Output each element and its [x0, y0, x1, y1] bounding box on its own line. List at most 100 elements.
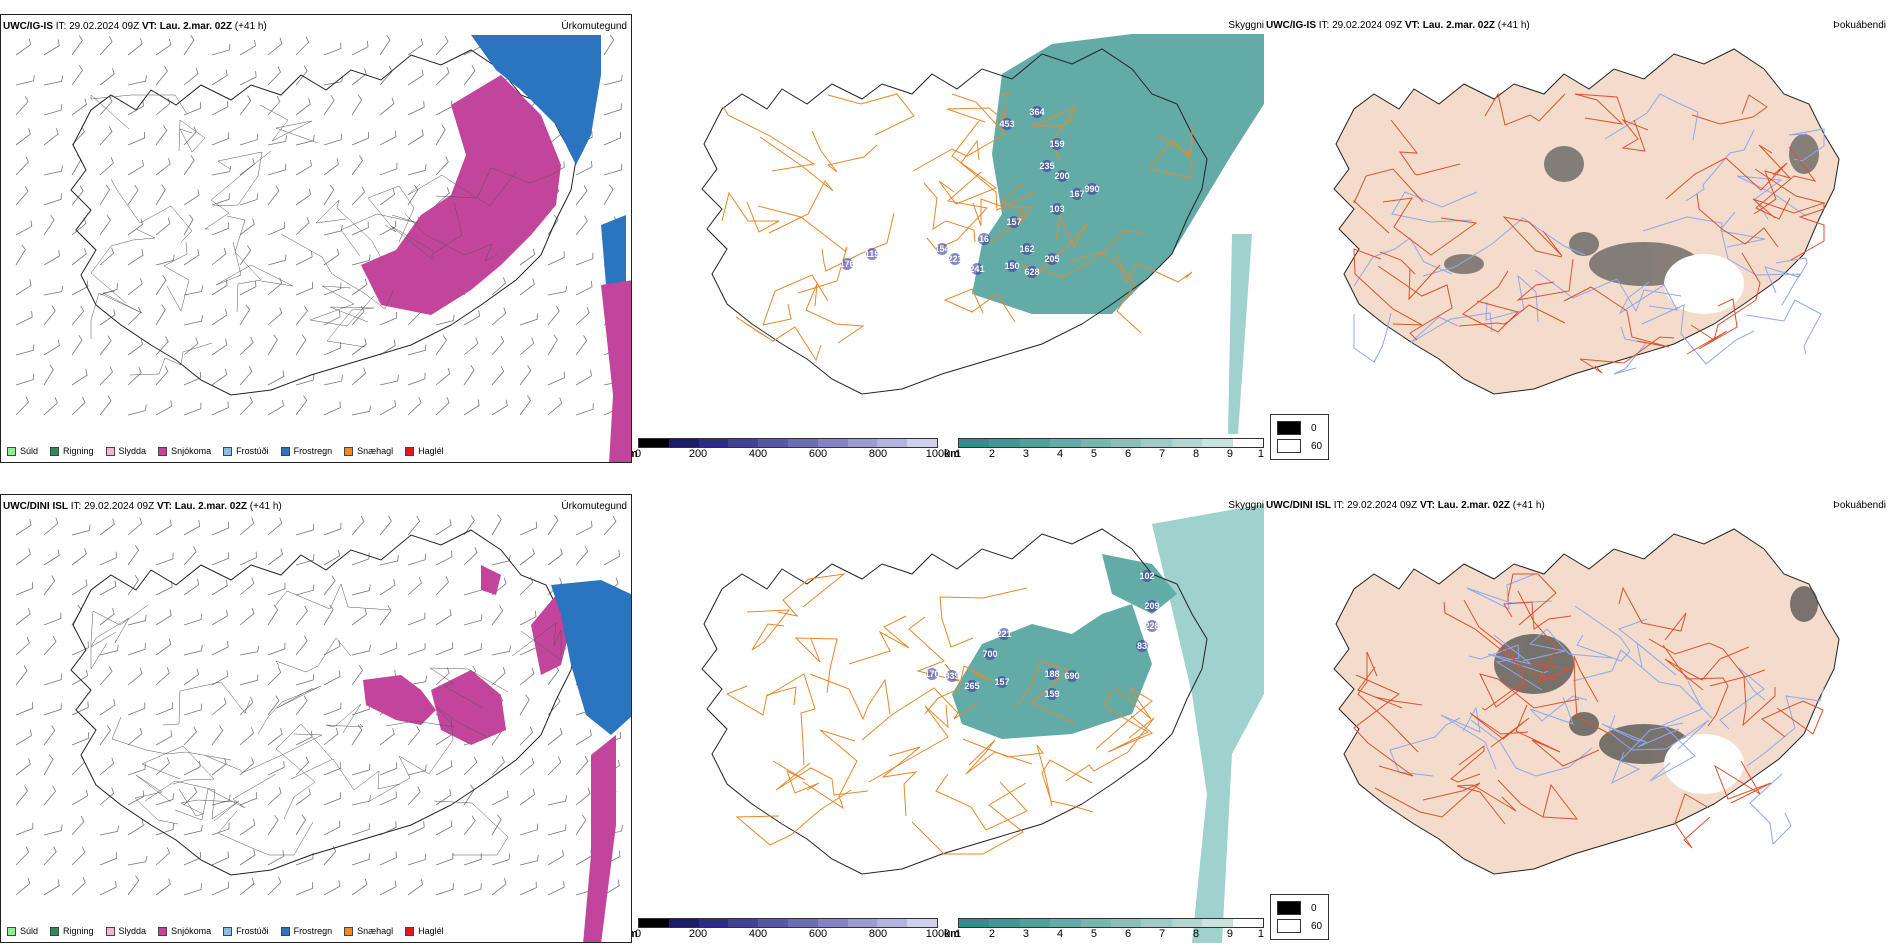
- network-line: [1390, 119, 1461, 176]
- wind-barb: [183, 726, 197, 746]
- network-line: [1696, 193, 1779, 248]
- wind-barb: [155, 217, 171, 236]
- panel-header: UWC/IG-IS IT: 29.02.2024 09Z VT: Lau. 2.…: [1266, 20, 1530, 31]
- precip-legend-item: Frostúði: [223, 926, 269, 936]
- visibility-marker: [1006, 260, 1018, 272]
- wind-barb: [295, 788, 311, 806]
- wind-barb: [407, 515, 421, 536]
- wind-barb: [323, 549, 340, 566]
- wind-barb: [99, 157, 114, 176]
- colorbar-tick: 6: [1124, 448, 1132, 460]
- fog-legend-min: 0: [1311, 902, 1317, 914]
- wind-barb: [295, 65, 308, 86]
- visibility-label: 235: [1039, 161, 1054, 171]
- wind-barb: [323, 224, 343, 236]
- precip-type-panel-row2: UWC/DINI ISL IT: 29.02.2024 09Z VT: Lau.…: [0, 494, 632, 943]
- wind-barb: [407, 725, 420, 746]
- wind-barb: [435, 335, 447, 356]
- wind-barb: [267, 185, 280, 206]
- network-line: [1148, 140, 1193, 179]
- wind-barb: [603, 879, 620, 896]
- wind-barb: [435, 187, 450, 206]
- wind-barb: [43, 214, 55, 236]
- network-line: [90, 290, 143, 339]
- wind-barb: [547, 548, 563, 566]
- network-line: [390, 201, 463, 260]
- fog-index-map: [1333, 528, 1840, 875]
- network-line: [1611, 722, 1684, 785]
- wind-barb: [491, 277, 506, 296]
- wind-barb: [379, 762, 398, 776]
- wind-barb: [43, 754, 54, 776]
- colorbar-tick: 8: [1192, 448, 1200, 460]
- wind-barb: [491, 605, 504, 626]
- wind-barb: [267, 761, 285, 776]
- wind-barb: [519, 823, 539, 836]
- visibility-label: 221: [947, 254, 962, 264]
- precip-legend: Súld Rigning Slydda Snjókoma Frostúði Frostre…: [7, 926, 444, 936]
- panel-header: UWC/DINI ISL IT: 29.02.2024 09Z VT: Lau.…: [3, 501, 282, 512]
- wind-barb: [43, 846, 57, 866]
- visibility-label: 150: [1004, 261, 1019, 271]
- precip-legend-item: Frostúði: [223, 446, 269, 456]
- network-line: [174, 773, 277, 821]
- visibility-colorbar-ticks: 1 2 3 4 5 6 7 8 9 10: [955, 448, 1264, 460]
- wind-barb: [351, 40, 369, 56]
- wind-barb: [575, 545, 589, 566]
- network-line: [325, 703, 364, 734]
- wind-barb: [435, 367, 451, 386]
- colorbar-tick: 7: [1158, 448, 1166, 460]
- wind-barb: [267, 604, 279, 626]
- network-line: [144, 780, 240, 822]
- wind-barb: [183, 613, 202, 626]
- network-line: [1497, 779, 1579, 820]
- wind-barb: [379, 791, 397, 806]
- wind-barb: [71, 789, 88, 806]
- precip-legend-item: Snjókoma: [158, 446, 211, 456]
- legend-swatch: [405, 446, 415, 456]
- wind-barb: [519, 365, 532, 386]
- network-line: [1479, 673, 1580, 709]
- network-line: [1409, 312, 1493, 344]
- wind-barb: [267, 95, 281, 116]
- wind-barb: [435, 100, 453, 116]
- network-line: [1753, 144, 1792, 215]
- network-line: [772, 760, 820, 794]
- wind-barb: [99, 551, 117, 566]
- network-line: [205, 733, 323, 774]
- network-line: [868, 704, 949, 783]
- coast-overlay: [90, 583, 562, 856]
- wind-barb: [211, 165, 232, 176]
- network-line: [1691, 94, 1768, 125]
- network-line: [923, 182, 976, 243]
- network-line: [90, 94, 188, 130]
- network-line: [290, 758, 401, 791]
- wind-barb: [239, 366, 253, 386]
- network-line: [367, 185, 415, 243]
- wind-barb: [127, 643, 146, 656]
- wind-barb: [547, 795, 567, 806]
- network-line: [1790, 203, 1825, 261]
- visibility-label: 16: [979, 234, 989, 244]
- wind-barb: [379, 130, 397, 146]
- wind-barb: [127, 367, 142, 386]
- precip-legend-item: Snæhagl: [344, 926, 393, 936]
- network-line: [757, 205, 848, 294]
- wind-barb: [435, 883, 454, 896]
- network-line: [217, 810, 314, 856]
- wind-barb: [547, 577, 563, 596]
- wind-barb: [15, 846, 30, 866]
- wind-barb: [267, 582, 286, 596]
- iceland-outline: [701, 528, 1208, 875]
- wind-barb: [99, 725, 111, 746]
- visibility-marker: [866, 248, 878, 260]
- wind-barb: [463, 756, 478, 776]
- wind-barb: [295, 134, 315, 146]
- colorbar-tick: 9: [1226, 448, 1234, 460]
- network-line: [1534, 269, 1682, 313]
- fog-legend: 0 60: [1270, 414, 1330, 460]
- wind-barb: [127, 545, 139, 566]
- wind-barb: [71, 524, 91, 536]
- wind-barb: [183, 285, 204, 296]
- wind-barb: [183, 578, 200, 596]
